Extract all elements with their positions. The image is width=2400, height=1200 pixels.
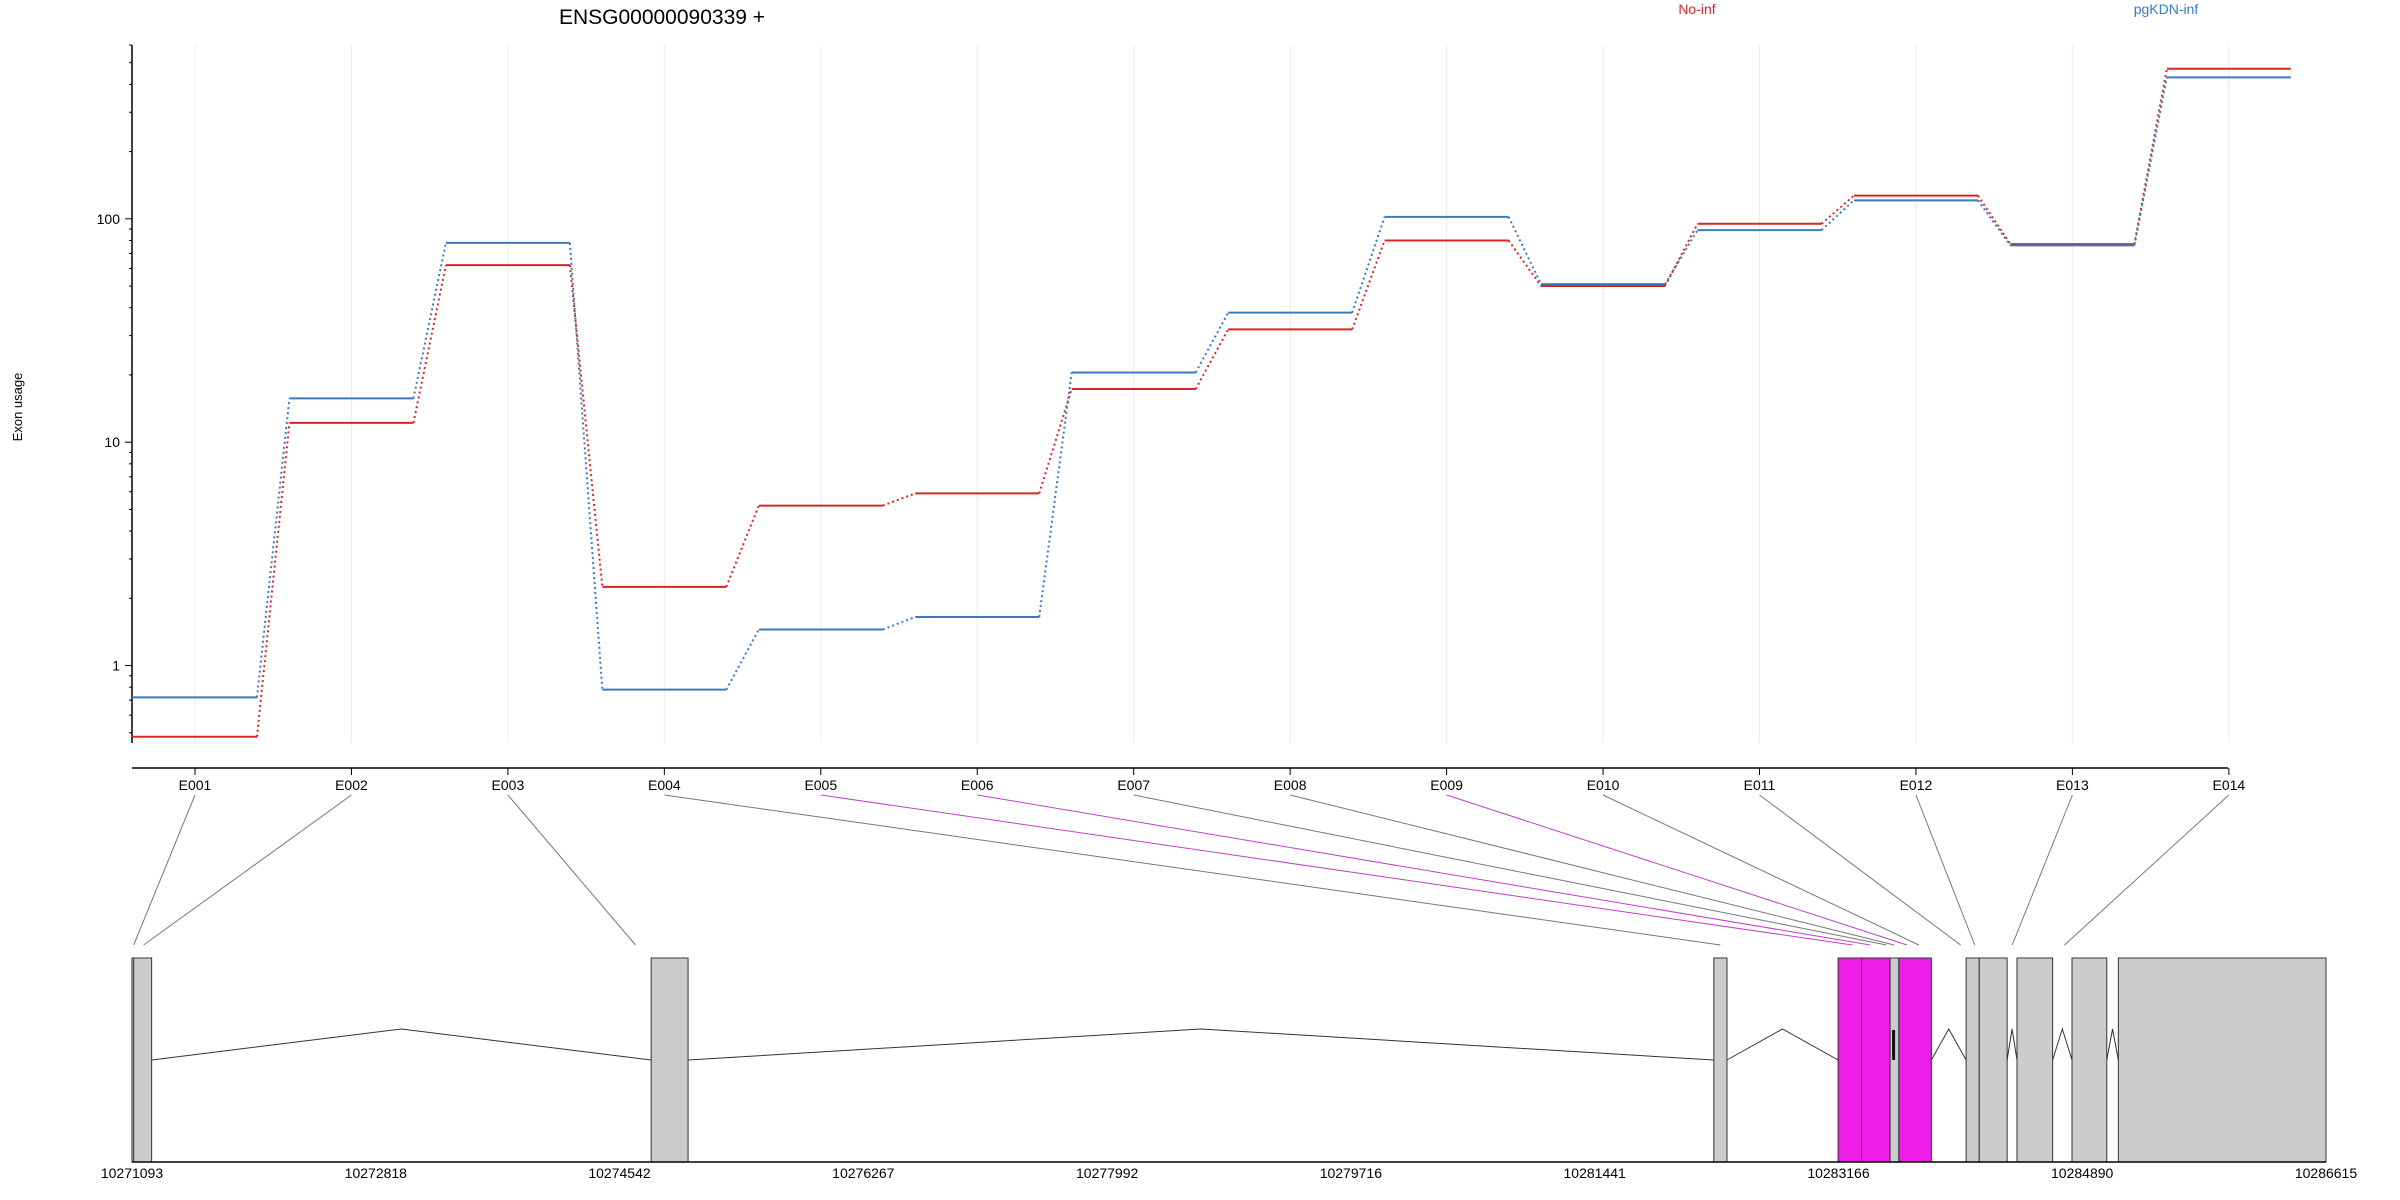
exon-block-highlighted — [1837, 957, 1863, 1163]
x-tick-label-e009: E009 — [1430, 777, 1463, 793]
series-connector — [568, 265, 604, 587]
grid-lines — [194, 45, 2230, 743]
genomic-tick-label: 10272818 — [345, 1165, 408, 1181]
exon-inner-mark — [1892, 1030, 1896, 1060]
exon-block — [2117, 957, 2327, 1163]
connector-e003 — [507, 794, 636, 946]
x-tick-label-e003: E003 — [492, 777, 525, 793]
legend: No-inf pgKDN-inf — [1678, 1, 2198, 17]
connector-e006 — [977, 794, 1871, 946]
connector-e012 — [1915, 794, 1976, 946]
genomic-tick-label: 10279716 — [1320, 1165, 1383, 1181]
x-tick-label-e012: E012 — [1900, 777, 1933, 793]
intron-line — [1726, 1028, 1839, 1061]
x-tick-label-e006: E006 — [961, 777, 994, 793]
x-tick-label-e010: E010 — [1587, 777, 1620, 793]
genomic-tick-label: 10283166 — [1807, 1165, 1870, 1181]
legend-entry-no-inf: No-inf — [1678, 1, 1715, 17]
y-tick-label: 1 — [112, 658, 120, 674]
x-tick-label-e013: E013 — [2056, 777, 2089, 793]
intron-line — [2006, 1028, 2018, 1061]
intron-line — [688, 1028, 1714, 1061]
exon-block — [1978, 957, 2008, 1163]
exon-block-highlighted — [1898, 957, 1932, 1163]
connector-e005 — [820, 794, 1853, 946]
connector-e014 — [2064, 794, 2230, 946]
exon-block-highlighted — [1861, 957, 1891, 1163]
connector-e009 — [1446, 794, 1908, 946]
y-axis-label: Exon usage — [10, 373, 25, 442]
series-connector — [1820, 199, 1855, 231]
connector-e010 — [1602, 794, 1920, 946]
exon-block — [650, 957, 689, 1163]
axes: 1 10 100 E001 E002 E003 E004 E005 E006 E007 E008 E0… — [97, 44, 2245, 793]
series-connector — [1351, 240, 1386, 330]
genomic-tick-label: 10271093 — [101, 1165, 164, 1181]
intron-line — [151, 1028, 652, 1061]
series-connector — [2133, 77, 2168, 246]
y-tick-label: 10 — [104, 434, 120, 450]
genomic-tick-label: 10281441 — [1564, 1165, 1627, 1181]
connector-e007 — [1133, 794, 1887, 946]
series-connector — [725, 505, 760, 588]
connector-e001 — [133, 794, 196, 946]
series-connector — [1038, 372, 1073, 618]
series-lines — [132, 67, 2291, 738]
intron-line — [1930, 1027, 1967, 1061]
series-connector — [1977, 199, 2012, 247]
series-connector — [256, 422, 291, 737]
genomic-tick-label: 10286615 — [2295, 1165, 2358, 1181]
y-tick-label: 100 — [97, 211, 121, 227]
x-tick-label-e001: E001 — [179, 777, 212, 793]
series-connector — [412, 242, 447, 399]
exon-block — [1965, 957, 1980, 1163]
series-connector — [882, 492, 916, 507]
exon-block — [2071, 957, 2108, 1163]
connector-e002 — [143, 794, 352, 946]
series-connector — [1664, 229, 1699, 285]
x-tick-label-e005: E005 — [804, 777, 837, 793]
gene-model: 10271093 10272818 10274542 10276267 10277992… — [101, 957, 2358, 1181]
series-connector — [1820, 194, 1855, 225]
exon-connectors — [133, 794, 2230, 946]
x-tick-label-e007: E007 — [1117, 777, 1150, 793]
series-pgkdn-inf — [132, 76, 2291, 699]
series-no-inf — [132, 67, 2291, 738]
intron-line — [2106, 1028, 2119, 1061]
series-connector — [1664, 223, 1699, 287]
connector-e011 — [1759, 794, 1961, 946]
x-tick-label-e002: E002 — [335, 777, 368, 793]
series-connector — [568, 242, 604, 690]
series-connector — [1194, 328, 1230, 390]
series-connector — [1507, 216, 1542, 285]
series-connector — [1194, 312, 1230, 374]
exon-block — [133, 957, 153, 1163]
connector-e008 — [1290, 794, 1895, 946]
x-tick-label-e011: E011 — [1744, 777, 1776, 793]
intron-line — [2052, 1027, 2073, 1061]
x-tick-label-e008: E008 — [1274, 777, 1307, 793]
genomic-tick-label: 10274542 — [588, 1165, 651, 1181]
chart-title: ENSG00000090339 + — [559, 6, 765, 29]
x-tick-label-e004: E004 — [648, 777, 681, 793]
series-connector — [1977, 195, 2012, 245]
series-connector — [725, 629, 760, 691]
series-connector — [412, 264, 447, 424]
genomic-tick-label: 10276267 — [832, 1165, 895, 1181]
series-connector — [1351, 216, 1386, 313]
exon-block — [1713, 957, 1728, 1163]
genomic-tick-label: 10284890 — [2051, 1165, 2114, 1181]
genomic-tick-label: 10277992 — [1076, 1165, 1139, 1181]
series-connector — [256, 398, 291, 698]
connector-e004 — [664, 794, 1721, 946]
x-tick-label-e014: E014 — [2212, 777, 2245, 793]
legend-entry-pgkdn-inf: pgKDN-inf — [2134, 1, 2199, 17]
connector-e013 — [2011, 794, 2073, 946]
series-connector — [882, 616, 916, 631]
exon-block — [2016, 957, 2054, 1163]
series-connector — [1038, 388, 1073, 494]
series-connector — [1507, 239, 1542, 287]
